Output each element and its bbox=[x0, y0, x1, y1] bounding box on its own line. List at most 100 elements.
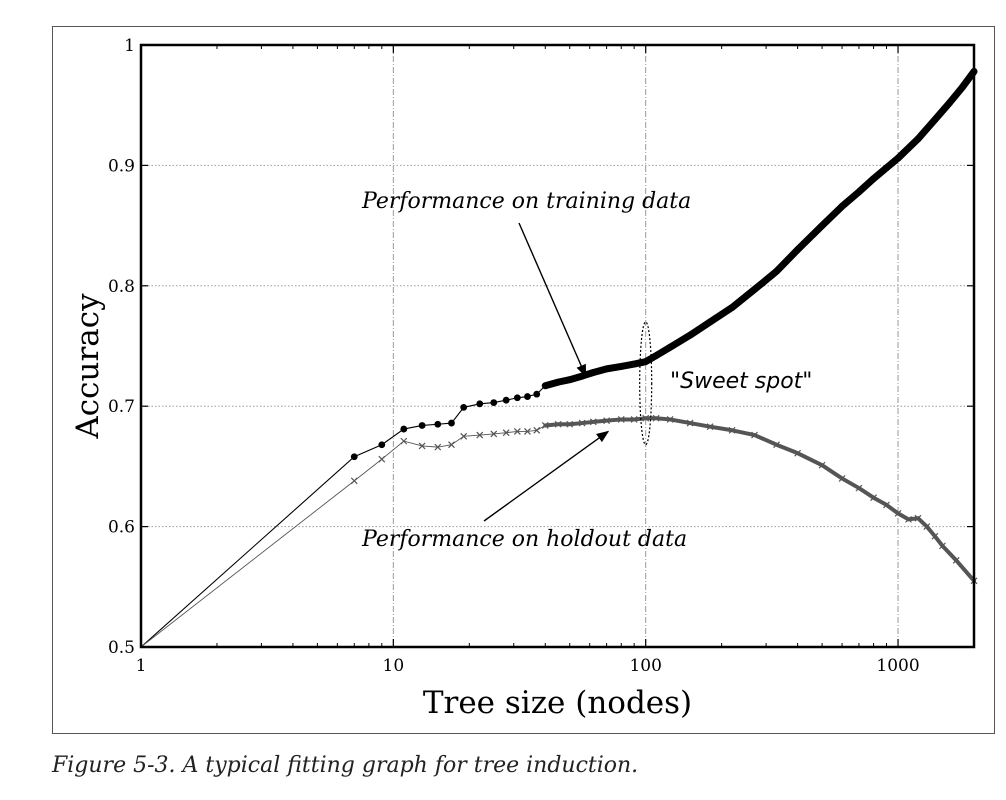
holdout-point bbox=[794, 449, 802, 457]
holdout-point bbox=[566, 420, 574, 428]
training-point bbox=[476, 400, 484, 408]
training-point bbox=[524, 393, 531, 400]
series-layer bbox=[140, 67, 978, 648]
y-tick-label: 1 bbox=[124, 36, 135, 56]
holdout-point bbox=[490, 430, 498, 438]
holdout-point bbox=[686, 419, 694, 427]
training-point bbox=[589, 369, 597, 376]
y-axis-title: Accuracy bbox=[70, 293, 106, 440]
training-point bbox=[686, 331, 694, 339]
y-tick-label: 0.6 bbox=[108, 518, 135, 538]
holdout-series-dense bbox=[543, 416, 976, 583]
y-tick-label: 0.8 bbox=[108, 277, 135, 297]
holdout-point bbox=[378, 455, 386, 463]
sweet-spot-ellipse bbox=[639, 321, 653, 446]
training-series-dense bbox=[541, 67, 978, 390]
training-point bbox=[883, 164, 890, 172]
training-point bbox=[434, 420, 442, 428]
fitting-graph-chart: 0.5 0.6 0.7 0.8 0.9 1 1 10 100 1000 Performance o… bbox=[70, 36, 978, 721]
training-point bbox=[603, 365, 611, 373]
holdout-point bbox=[666, 416, 674, 423]
training-point bbox=[642, 358, 650, 366]
training-point bbox=[706, 318, 714, 326]
holdout-point bbox=[513, 428, 521, 435]
holdout-point bbox=[818, 461, 826, 469]
training-point bbox=[400, 425, 408, 433]
holdout-point bbox=[533, 426, 541, 434]
training-point bbox=[666, 343, 674, 351]
annotations: Performance on training data Performance… bbox=[361, 189, 812, 552]
holdout-point bbox=[894, 509, 902, 517]
training-arrow bbox=[518, 222, 587, 378]
training-point bbox=[460, 404, 468, 411]
training-point bbox=[502, 396, 510, 404]
training-point bbox=[728, 304, 736, 311]
holdout-point bbox=[400, 437, 408, 445]
plot-border bbox=[139, 43, 976, 649]
training-point bbox=[652, 352, 660, 360]
holdout-point bbox=[652, 414, 660, 422]
training-point bbox=[541, 382, 549, 390]
training-point bbox=[838, 202, 846, 210]
holdout-point bbox=[855, 484, 863, 492]
holdout-point bbox=[751, 431, 758, 439]
holdout-point bbox=[952, 556, 960, 564]
holdout-point bbox=[923, 523, 931, 531]
training-point bbox=[418, 422, 426, 429]
holdout-point bbox=[418, 442, 426, 450]
training-point bbox=[448, 419, 455, 427]
training-point bbox=[914, 135, 922, 143]
training-point bbox=[751, 286, 758, 293]
training-point bbox=[946, 99, 953, 107]
training-point bbox=[773, 267, 780, 275]
figure-caption: Figure 5-3. A typical fitting graph for … bbox=[52, 753, 639, 778]
holdout-point bbox=[589, 418, 597, 426]
training-point bbox=[350, 453, 358, 461]
training-point bbox=[617, 363, 625, 370]
training-point bbox=[630, 360, 638, 368]
x-tick-label: 1000 bbox=[876, 656, 919, 676]
holdout-point bbox=[578, 419, 586, 427]
holdout-point bbox=[460, 432, 468, 440]
holdout-point bbox=[642, 414, 650, 422]
training-data-label: Performance on training data bbox=[361, 189, 691, 214]
holdout-point bbox=[434, 443, 442, 451]
holdout-point bbox=[448, 441, 455, 449]
holdout-point bbox=[350, 477, 358, 485]
holdout-point bbox=[728, 426, 736, 434]
training-point bbox=[931, 116, 939, 124]
holdout-data-label: Performance on holdout data bbox=[361, 527, 687, 552]
sweet-spot-label: "Sweet spot" bbox=[670, 369, 812, 394]
holdout-point bbox=[914, 514, 922, 522]
grid bbox=[141, 45, 974, 647]
holdout-point bbox=[838, 475, 846, 482]
training-point bbox=[959, 83, 966, 91]
training-point bbox=[818, 222, 826, 230]
x-axis-title: Tree size (nodes) bbox=[423, 685, 692, 721]
holdout-point bbox=[870, 494, 878, 502]
holdout-arrow bbox=[483, 430, 610, 522]
training-point bbox=[566, 376, 574, 384]
training-point bbox=[894, 154, 902, 162]
training-point bbox=[378, 441, 386, 449]
x-tick-label: 1 bbox=[136, 656, 147, 676]
holdout-point bbox=[773, 441, 780, 449]
holdout-point bbox=[883, 501, 890, 509]
holdout-point bbox=[939, 542, 946, 550]
holdout-point bbox=[502, 429, 510, 437]
holdout-point bbox=[476, 431, 484, 439]
holdout-point bbox=[630, 416, 638, 423]
training-point bbox=[554, 378, 562, 386]
holdout-point bbox=[931, 532, 939, 540]
axis-ticks: 0.5 0.6 0.7 0.8 0.9 1 1 10 100 1000 bbox=[108, 36, 975, 676]
holdout-point bbox=[541, 422, 549, 429]
training-series-line bbox=[140, 71, 975, 648]
holdout-point bbox=[603, 417, 611, 425]
training-point bbox=[513, 394, 521, 402]
holdout-point bbox=[706, 423, 714, 431]
y-tick-label: 0.5 bbox=[108, 638, 135, 658]
training-point bbox=[870, 175, 877, 183]
holdout-point bbox=[524, 428, 531, 435]
training-point bbox=[855, 188, 863, 196]
y-tick-label: 0.7 bbox=[108, 397, 135, 417]
